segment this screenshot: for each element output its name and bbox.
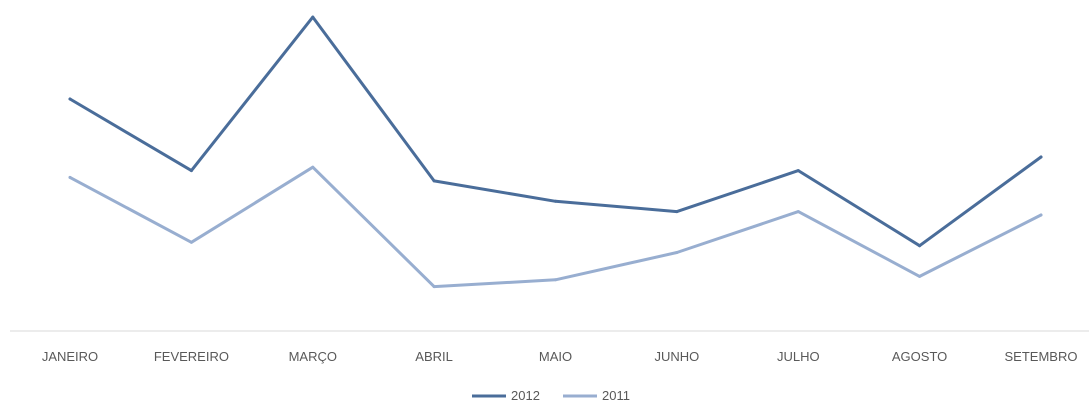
data-point-2011-5 <box>554 278 557 282</box>
data-point-2012-9 <box>1039 155 1043 159</box>
x-tick-label: MAIO <box>539 349 572 364</box>
data-point-2012-3 <box>311 15 315 19</box>
x-tick-label: ABRIL <box>415 349 453 364</box>
data-point-2011-8 <box>918 274 922 278</box>
x-tick-label: JULHO <box>777 349 820 364</box>
data-point-2012-5 <box>554 199 557 203</box>
legend-label-2012: 2012 <box>511 388 540 403</box>
legend-item-2011: 2011 <box>563 388 630 403</box>
data-point-2011-9 <box>1039 213 1043 217</box>
series-line-2011 <box>68 165 1043 289</box>
legend: 2012 2011 <box>472 388 630 403</box>
data-point-2011-1 <box>68 175 72 179</box>
data-point-2012-6 <box>675 210 679 214</box>
legend-item-2012: 2012 <box>472 388 540 403</box>
data-point-2011-2 <box>189 240 193 244</box>
data-point-2012-2 <box>189 169 193 173</box>
data-point-2012-4 <box>432 179 436 183</box>
x-tick-label: FEVEREIRO <box>154 349 229 364</box>
data-point-2012-8 <box>918 244 922 248</box>
x-tick-label: JANEIRO <box>42 349 98 364</box>
data-point-2011-6 <box>675 251 679 254</box>
x-tick-label: JUNHO <box>655 349 700 364</box>
data-point-2012-1 <box>68 97 72 101</box>
legend-label-2011: 2011 <box>602 388 630 403</box>
data-point-2012-7 <box>796 169 800 173</box>
series-line-2012 <box>68 15 1043 248</box>
x-axis-labels: JANEIRO FEVEREIRO MARÇO ABRIL MAIO JUNHO JULHO… <box>42 349 1078 364</box>
x-tick-label: AGOSTO <box>892 349 947 364</box>
data-point-2011-4 <box>432 285 436 289</box>
x-tick-label: MARÇO <box>289 349 337 364</box>
x-tick-label: SETEMBRO <box>1005 349 1078 364</box>
series-layer <box>68 15 1043 289</box>
data-point-2011-3 <box>311 165 315 169</box>
data-point-2011-7 <box>796 210 800 214</box>
